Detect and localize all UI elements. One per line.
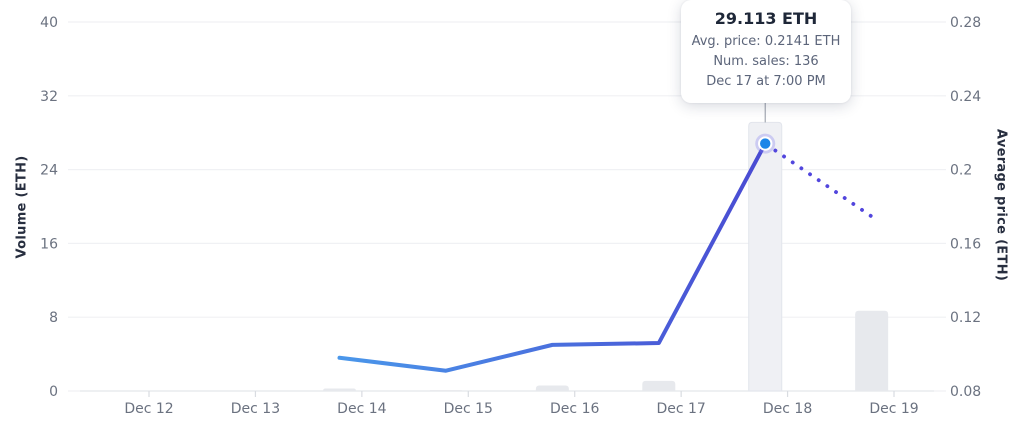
volume-bar[interactable] xyxy=(429,390,463,391)
left-axis-tick-label: 32 xyxy=(40,89,58,105)
right-axis-tick-label: 0.16 xyxy=(950,236,981,252)
left-axis-tick-label: 40 xyxy=(40,15,58,31)
left-axis-tick-label: 0 xyxy=(49,384,58,400)
volume-bar-highlighted[interactable] xyxy=(748,121,783,392)
left-axis-tick-label: 16 xyxy=(40,236,58,252)
right-axis-title: Average price (ETH) xyxy=(993,128,1009,282)
tooltip-date: Dec 17 at 7:00 PM xyxy=(706,74,826,89)
tooltip-volume-value: 29.113 ETH xyxy=(714,9,818,28)
avg-price-dotted-line xyxy=(773,148,874,219)
right-axis-tick-label: 0.24 xyxy=(950,89,981,105)
x-axis-tick-label: Dec 17 xyxy=(656,401,705,417)
x-axis-tick-label: Dec 15 xyxy=(444,401,493,417)
volume-bar[interactable] xyxy=(323,388,357,391)
data-point-marker[interactable] xyxy=(758,136,773,151)
x-axis-tick-label: Dec 19 xyxy=(869,401,918,417)
left-axis-tick-label: 24 xyxy=(40,163,58,179)
avg-price-line[interactable] xyxy=(337,141,768,373)
right-axis-tick-label: 0.28 xyxy=(950,15,981,31)
volume-bar[interactable] xyxy=(642,380,676,391)
right-axis-tick-label: 0.2 xyxy=(950,163,972,179)
x-axis-tick-label: Dec 18 xyxy=(763,401,812,417)
left-axis-title: Volume (ETH) xyxy=(14,155,30,259)
x-axis-tick-label: Dec 16 xyxy=(550,401,599,417)
right-axis-tick-label: 0.12 xyxy=(950,310,981,326)
x-axis-tick-label: Dec 14 xyxy=(337,401,386,417)
x-axis-tick-label: Dec 12 xyxy=(124,401,173,417)
left-axis-tick-label: 8 xyxy=(49,310,58,326)
right-axis-tick-label: 0.08 xyxy=(950,384,981,400)
tooltip-avg-price: Avg. price: 0.2141 ETH xyxy=(691,34,841,49)
volume-bar[interactable] xyxy=(855,310,889,391)
x-axis-tick-label: Dec 13 xyxy=(231,401,280,417)
tooltip-num-sales: Num. sales: 136 xyxy=(713,54,819,69)
volume-bar[interactable] xyxy=(535,385,569,391)
chart-tooltip: 29.113 ETH Avg. price: 0.2141 ETH Num. s… xyxy=(681,0,851,103)
